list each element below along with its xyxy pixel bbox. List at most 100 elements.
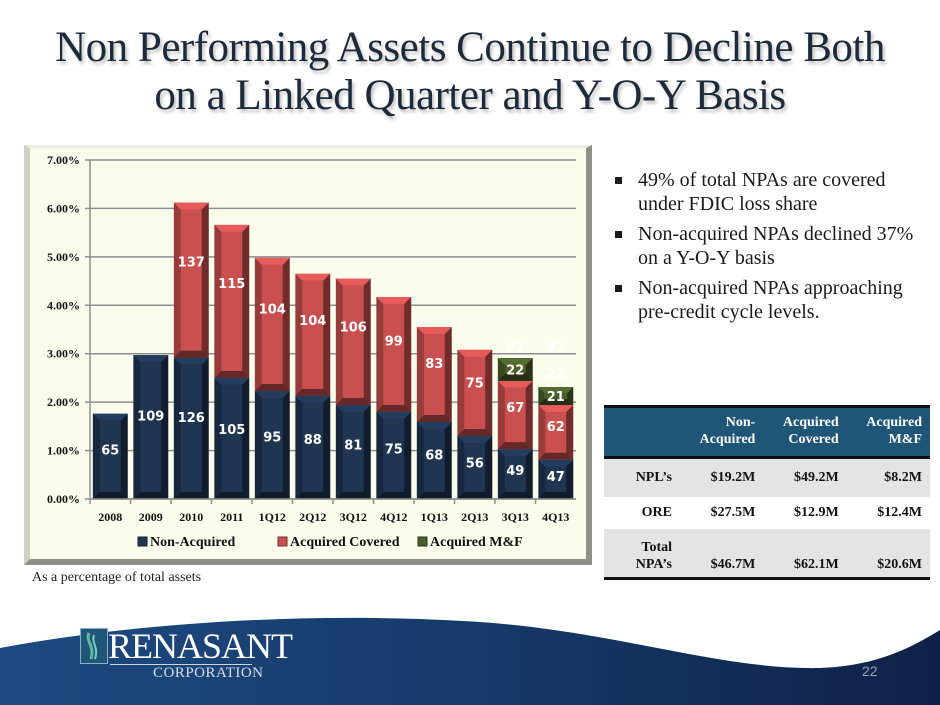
table-header-acquired-covered: Acquired Covered — [763, 407, 846, 458]
cell-value: $19.2M — [680, 457, 764, 497]
key-point-text: 49% of total NPAs are covered under FDIC… — [638, 169, 886, 215]
bar-segment-non-acquired-2010 — [173, 357, 209, 499]
data-label: 88 — [304, 433, 322, 448]
data-label: 99 — [385, 335, 403, 350]
legend-item: Acquired Covered — [277, 535, 400, 550]
npa-stacked-bar-chart: 0.00% 1.00% 2.00% 3.00% 4.00% 5.00% 6.00% 7.00%… — [47, 153, 576, 550]
logo-emblem-icon — [80, 628, 108, 664]
x-tick-label: 2008 — [98, 510, 122, 524]
legend-swatch-icon — [277, 536, 288, 547]
bar-face — [140, 362, 162, 492]
data-label: 104 — [259, 302, 286, 317]
bar-bevel-top — [254, 257, 290, 265]
bar-bevel-right — [485, 349, 493, 437]
bar-face — [261, 264, 283, 385]
bar-face — [544, 393, 568, 400]
bar-bevel-right — [282, 391, 290, 499]
legend-label: Acquired M&F — [430, 535, 523, 550]
bar-face — [423, 334, 445, 415]
bar-segment-non-acquired-2009 — [133, 355, 169, 499]
table-header-acquired-mf: Acquired M&F — [847, 407, 930, 458]
bar-segment-acquired-covered-3Q13 — [497, 380, 533, 450]
gridlines — [85, 159, 576, 500]
slide-title-line-2: on a Linked Quarter and Y-O-Y Basis — [154, 72, 786, 119]
legend-label: Non-Acquired — [150, 535, 236, 550]
bar-bevel-top — [497, 358, 533, 366]
header-line: Acquired — [866, 415, 922, 430]
logo-divider — [110, 664, 252, 665]
bar-segment-non-acquired-2008 — [92, 413, 128, 499]
bar-bevel-bottom — [173, 350, 209, 358]
bar-face — [342, 285, 364, 399]
bar-bevel-bottom — [335, 398, 371, 406]
bar-bevel-top — [457, 436, 493, 444]
bar-bevel-right — [525, 449, 533, 499]
bar-bevel-bottom — [214, 492, 250, 499]
data-labels: 65 109 126 137 105 115 95 104 88 104 81 106 75 99 68 83… — [101, 256, 565, 486]
bar-bevel-top — [497, 449, 533, 457]
bar-segment-acquired-covered-2010 — [173, 202, 209, 358]
row-label: ORE — [604, 497, 680, 529]
data-label: 75 — [466, 377, 484, 392]
bar-bevel-right — [525, 358, 533, 381]
bar-bevel-top — [538, 405, 574, 413]
legend-item: Non-Acquired — [137, 535, 236, 550]
cell-value: $8.2M — [846, 457, 930, 497]
table-header-row: Non- Acquired Acquired Covered Acquired M&F — [604, 406, 930, 458]
header-line: M&F — [888, 432, 922, 447]
bar-bevel-right — [201, 357, 209, 499]
y-axis-ticks: 0.00% 1.00% 2.00% 3.00% 4.00% 5.00% 6.00% 7.00% — [47, 153, 80, 506]
data-label: 47 — [547, 470, 565, 485]
logo-wordmark: RENASANT — [108, 626, 293, 666]
bar-segment-acquired-covered-2Q13 — [457, 349, 493, 437]
square-bullet-icon — [615, 231, 622, 238]
cell-value: $12.9M — [763, 497, 847, 529]
y-tick-label: 6.00% — [47, 201, 80, 215]
table-row: ORE $27.5M $12.9M $12.4M — [604, 497, 930, 529]
legend-swatch-icon — [137, 536, 148, 547]
bar-face — [464, 356, 486, 430]
x-tick-label: 1Q12 — [259, 510, 286, 524]
bar-segment-non-acquired-1Q12 — [254, 391, 290, 499]
table-header-non-acquired: Non- Acquired — [680, 407, 763, 458]
bar-segment-acquired-covered-1Q12 — [254, 257, 290, 392]
data-label: 137 — [178, 256, 205, 271]
table-row: NPL’s $19.2M $49.2M $8.2M — [604, 457, 930, 497]
bar-bevel-bottom — [538, 452, 574, 460]
data-label: 22 — [506, 363, 524, 378]
y-tick-label: 0.00% — [47, 492, 80, 506]
bar-face — [261, 398, 283, 492]
bar-face — [423, 428, 445, 492]
data-label: 75 — [385, 442, 403, 457]
bar-bevel-top — [416, 327, 452, 335]
bar-segment-acquired-m-f-4Q13 — [538, 387, 574, 406]
bar-segment-non-acquired-4Q13 — [538, 459, 574, 499]
x-tick-label: 3Q13 — [502, 510, 529, 524]
bar-bevel-bottom — [295, 492, 331, 499]
legend-swatch-icon — [417, 536, 428, 547]
bar-face — [504, 456, 526, 492]
faint-annotation: 83 — [506, 340, 524, 355]
page-number: 22 — [862, 663, 878, 679]
bar-face — [545, 412, 567, 453]
bar-face — [99, 420, 121, 492]
bar-bevel-right — [404, 411, 412, 499]
bar-bevel-bottom — [538, 492, 574, 499]
logo-subtitle: CORPORATION — [153, 665, 264, 681]
bar-bevel-bottom — [457, 429, 493, 437]
x-tick-label: 3Q12 — [340, 510, 367, 524]
bar-face — [302, 402, 324, 492]
bar-bevel-top — [376, 411, 412, 419]
table-header-blank — [604, 407, 680, 458]
bar-bevel-top — [295, 395, 331, 403]
data-label: 21 — [547, 390, 565, 405]
cell-value: $62.1M — [763, 529, 847, 579]
data-label: 126 — [178, 411, 205, 426]
bar-bevel-top — [335, 405, 371, 413]
bar-bevel-top — [92, 413, 128, 421]
bar-segment-acquired-covered-4Q12 — [376, 297, 412, 412]
data-label: 115 — [218, 277, 245, 292]
x-tick-label: 1Q13 — [421, 510, 448, 524]
table-row: Total NPA’s $46.7M $62.1M $20.6M — [604, 529, 930, 579]
bar-segment-non-acquired-3Q13 — [497, 449, 533, 499]
